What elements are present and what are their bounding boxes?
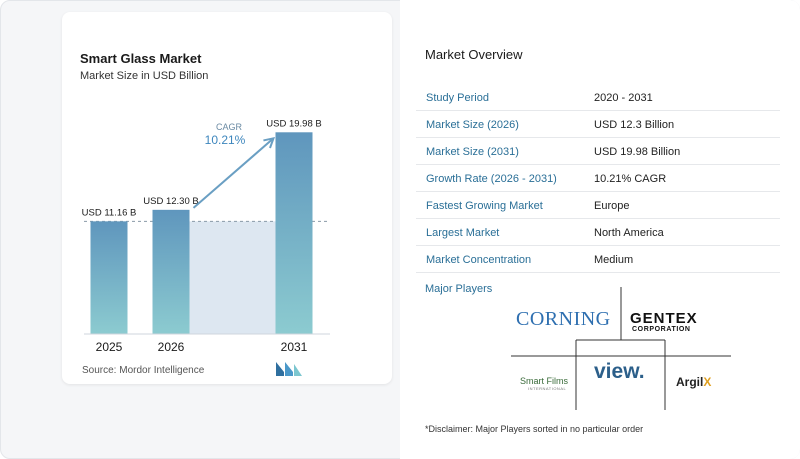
overview-key: Study Period	[426, 92, 489, 104]
cagr-arrow-head	[263, 136, 276, 149]
gentex-logo-sub: CORPORATION	[632, 326, 691, 333]
data-label-2031: USD 19.98 B	[266, 118, 321, 129]
argil-logo: ArgilX	[676, 375, 712, 389]
overview-row: Market Size (2031) USD 19.98 Billion	[416, 138, 780, 165]
overview-row: Study Period 2020 - 2031	[416, 84, 780, 111]
chart-title: Smart Glass Market	[80, 51, 202, 66]
overview-value: USD 12.3 Billion	[594, 119, 675, 131]
overview-title: Market Overview	[425, 47, 523, 62]
overview-key: Largest Market	[426, 227, 500, 239]
disclaimer: *Disclaimer: Major Players sorted in no …	[425, 424, 644, 434]
overview-row: Market Concentration Medium	[416, 246, 780, 273]
cagr-arrow-line	[192, 137, 275, 209]
overview-value: USD 19.98 Billion	[594, 146, 681, 158]
data-label-2026: USD 12.30 B	[143, 196, 198, 207]
market-overview-panel: Market Overview Study Period 2020 - 2031…	[400, 0, 800, 459]
cagr-value: 10.21%	[205, 133, 246, 147]
smart-films-logo: Smart Films	[520, 376, 568, 386]
overview-row: Growth Rate (2026 - 2031) 10.21% CAGR	[416, 165, 780, 192]
bar-chart: USD 11.16 B 2025 USD 12.30 B 2026 USD 19.98 …	[82, 118, 330, 354]
overview-key: Growth Rate (2026 - 2031)	[426, 173, 557, 185]
overview-value: North America	[594, 227, 664, 239]
overview-key: Market Size (2026)	[426, 119, 519, 131]
overview-row: Market Size (2026) USD 12.3 Billion	[416, 111, 780, 138]
tick-label-2025: 2025	[96, 340, 123, 354]
chart-card: Smart Glass Market Market Size in USD Bi…	[62, 12, 392, 384]
data-label-2025: USD 11.16 B	[82, 207, 137, 218]
overview-key: Market Size (2031)	[426, 146, 519, 158]
overview-value: Europe	[594, 200, 630, 212]
overview-row: Largest Market North America	[416, 219, 780, 246]
overview-value: Medium	[594, 254, 634, 266]
overview-key: Fastest Growing Market	[426, 200, 543, 212]
bar-2025	[90, 221, 128, 334]
smart-films-logo-sub: INTERNATIONAL	[528, 386, 567, 391]
view-logo: view.	[594, 360, 645, 383]
source-note: Source: Mordor Intelligence	[82, 365, 205, 376]
tick-label-2031: 2031	[281, 340, 308, 354]
mordor-logo-icon	[276, 362, 302, 376]
overview-value: 10.21% CAGR	[594, 173, 667, 185]
bar-2031	[275, 132, 313, 334]
bar-2026	[152, 209, 190, 334]
corning-logo: CORNING	[516, 308, 611, 330]
cagr-label: CAGR	[216, 122, 243, 132]
gentex-logo: GENTEX	[630, 310, 698, 327]
chart-subtitle: Market Size in USD Billion	[80, 70, 209, 82]
tick-label-2026: 2026	[158, 340, 185, 354]
players-logo-grid	[511, 287, 731, 410]
overview-row: Fastest Growing Market Europe	[416, 192, 780, 219]
overview-value: 2020 - 2031	[594, 92, 653, 104]
overview-key: Market Concentration	[426, 254, 532, 266]
major-players-title: Major Players	[425, 283, 493, 295]
